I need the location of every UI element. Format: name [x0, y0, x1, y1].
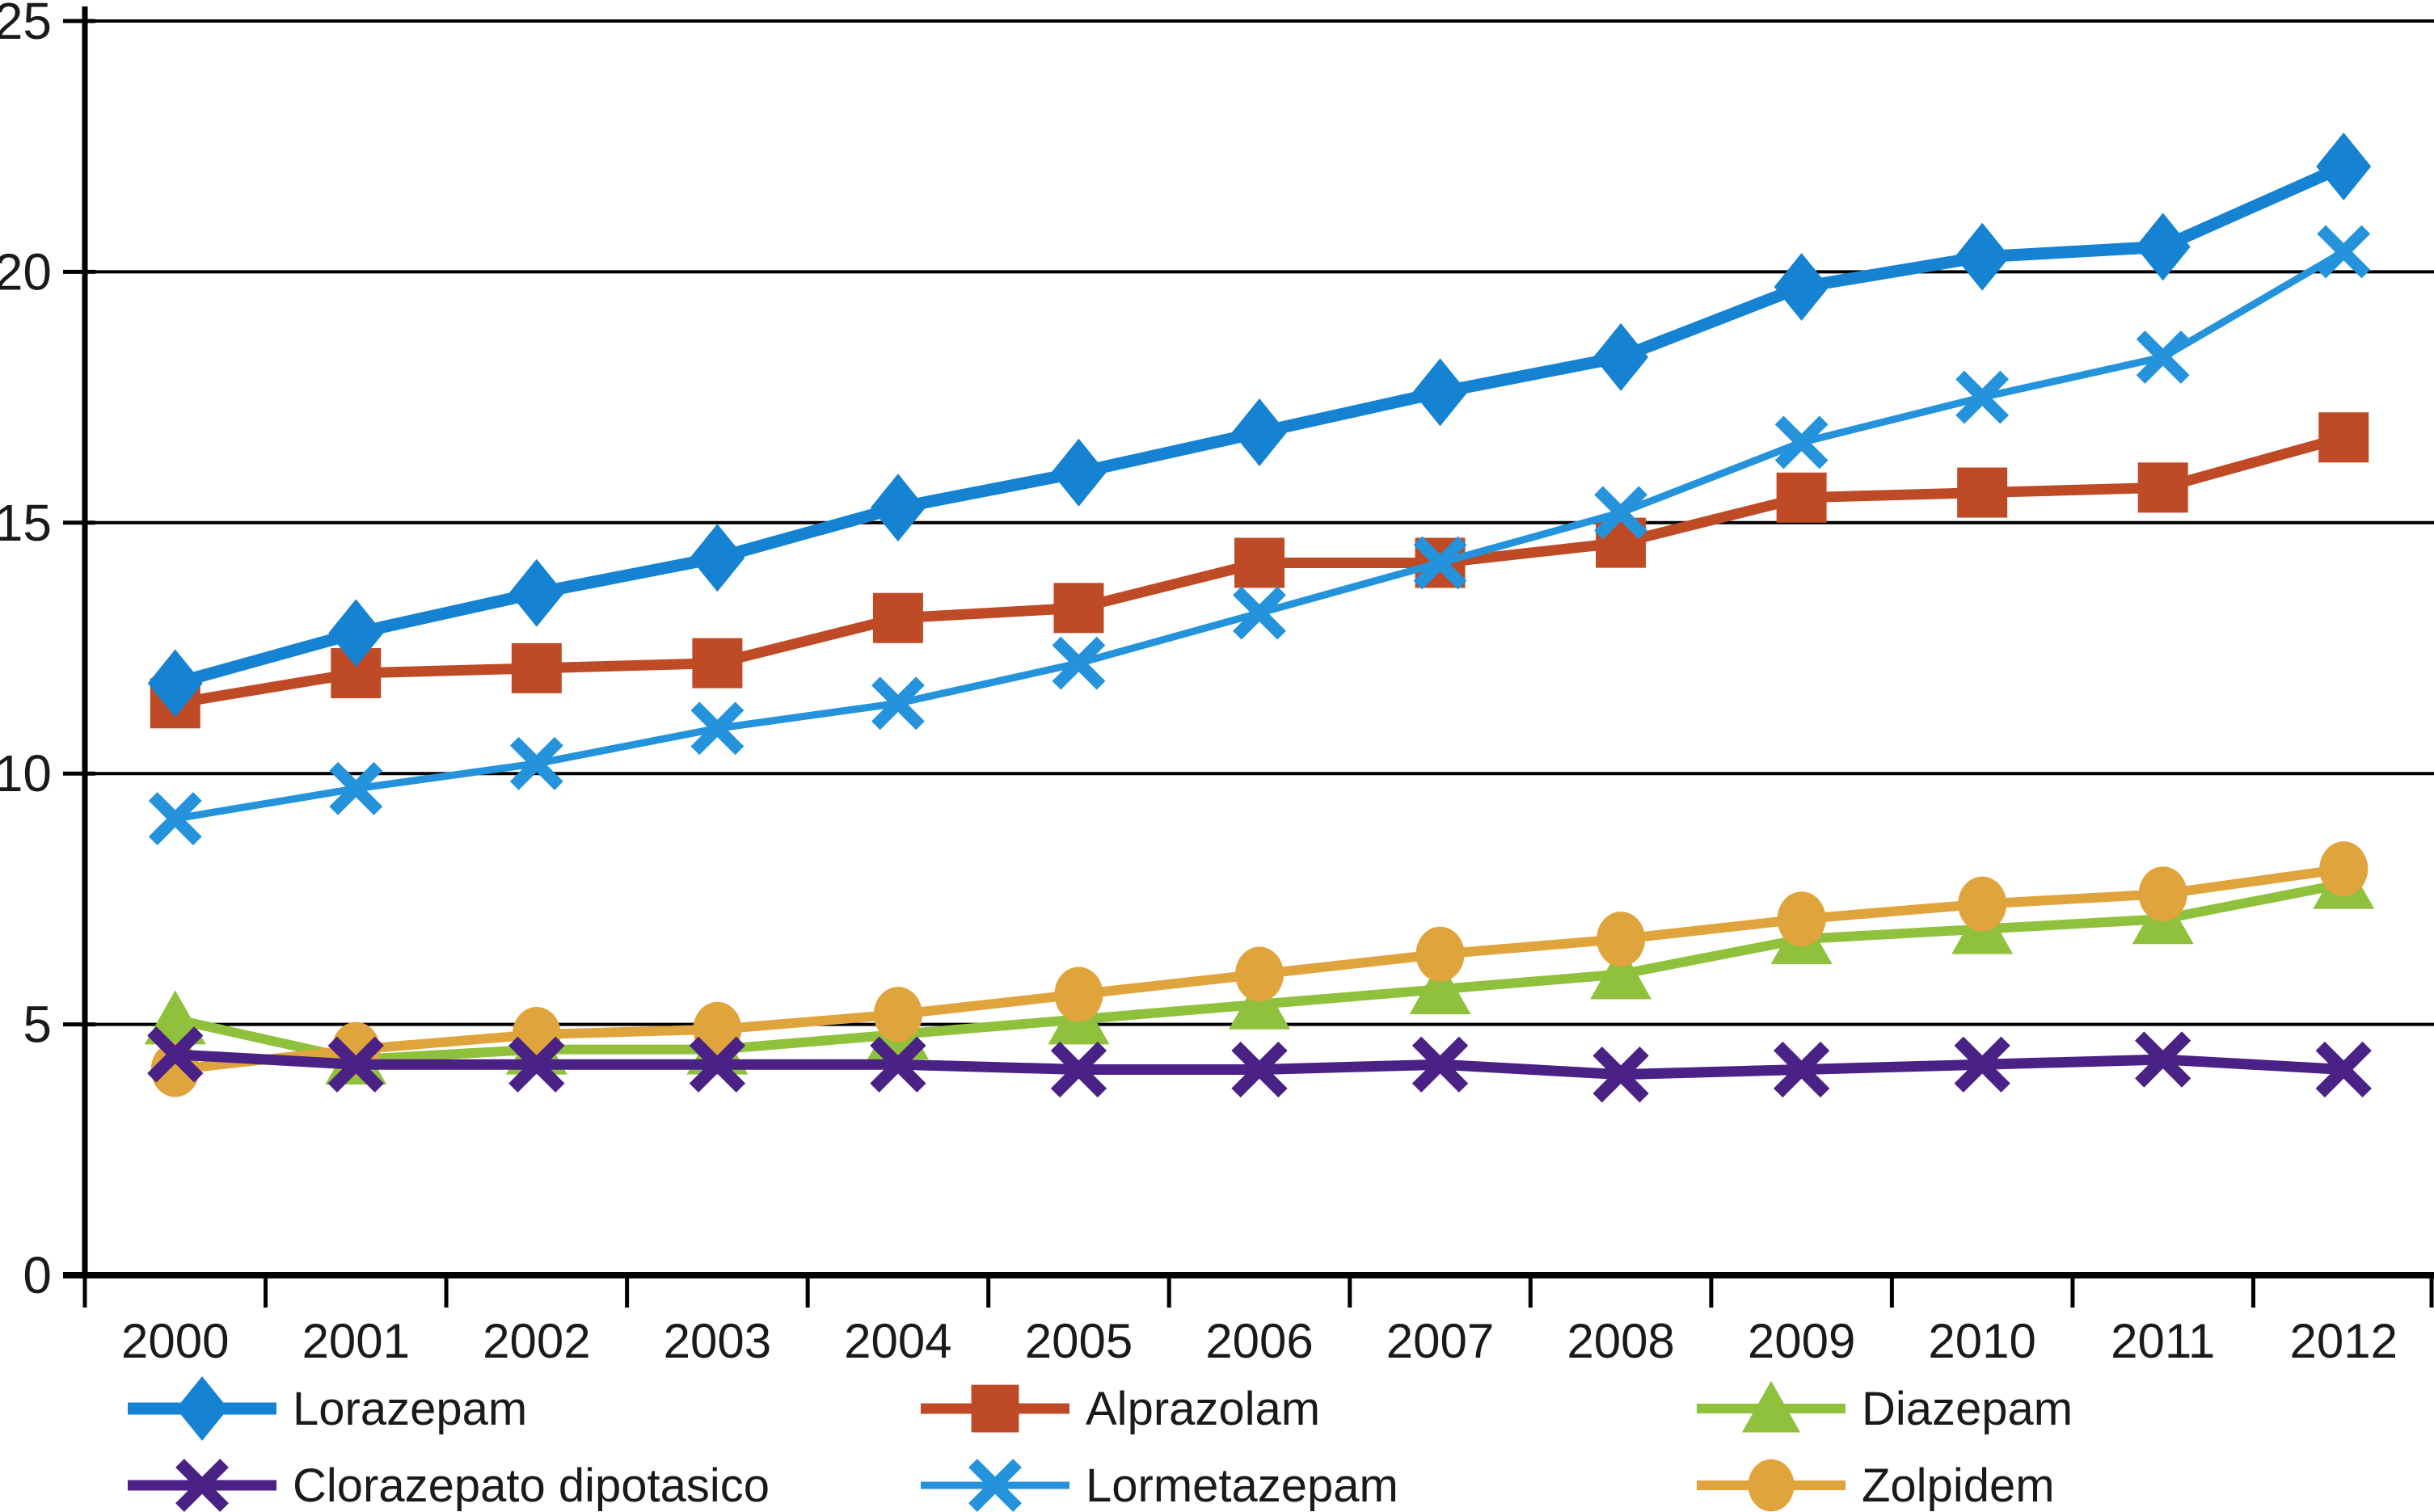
y-tick-label: 25 — [0, 0, 52, 50]
series-marker-x — [175, 1459, 229, 1512]
series-marker-x — [690, 701, 745, 756]
x-tick-label: 2000 — [121, 1314, 229, 1368]
series-marker-diamond — [870, 474, 926, 542]
series-marker-triangle — [1409, 960, 1471, 1015]
x-tick-label: 2001 — [302, 1314, 410, 1368]
series-marker-circle — [1958, 876, 2007, 932]
series-marker-diamond — [147, 649, 203, 718]
x-tick-label: 2003 — [664, 1314, 771, 1368]
series-marker-x — [327, 1036, 384, 1093]
legend-label: Zolpidem — [1862, 1459, 2055, 1512]
series-marker-x — [2315, 1041, 2372, 1098]
series-marker-x — [2136, 331, 2190, 384]
series-marker-square — [1053, 583, 1104, 634]
series-marker-square — [511, 642, 562, 693]
y-tick-label: 5 — [23, 996, 52, 1054]
series-marker-circle — [1777, 891, 1826, 947]
series-marker-x — [870, 1036, 926, 1093]
series-marker-x — [1231, 1041, 1288, 1098]
legend-label: Diazepam — [1862, 1383, 2073, 1435]
series-marker-x — [509, 736, 563, 790]
legend-label: Lormetazepam — [1086, 1459, 1398, 1512]
series-marker-diamond — [2135, 213, 2191, 281]
series-marker-diamond — [328, 599, 384, 668]
series-marker-triangle — [1229, 975, 1290, 1030]
series-marker-diamond — [1774, 253, 1829, 322]
series-marker-x — [2135, 1031, 2191, 1088]
series-marker-x — [1052, 636, 1106, 690]
series-marker-x — [1050, 1041, 1107, 1098]
series-marker-x — [1233, 586, 1286, 640]
legend-label: Clorazepato dipotasico — [293, 1459, 770, 1512]
series-marker-x — [968, 1459, 1022, 1512]
x-tick-label: 2011 — [2111, 1314, 2215, 1368]
series-marker-square — [1957, 467, 2008, 518]
series-marker-diamond — [508, 558, 564, 627]
series-marker-x — [148, 792, 202, 845]
x-tick-label: 2009 — [1748, 1314, 1855, 1368]
series-marker-diamond — [1051, 438, 1107, 507]
series-marker-square — [2137, 462, 2188, 513]
y-tick-label: 0 — [23, 1246, 52, 1304]
y-tick-label: 15 — [0, 494, 52, 552]
series-marker-diamond — [690, 524, 745, 592]
series-marker-circle — [1748, 1459, 1795, 1512]
series-marker-x — [1773, 1041, 1830, 1098]
series-marker-square — [692, 638, 743, 689]
series-marker-diamond — [1412, 358, 1468, 427]
x-tick-label: 2002 — [483, 1314, 590, 1368]
series-marker-circle — [873, 987, 922, 1042]
x-tick-label: 2007 — [1386, 1314, 1494, 1368]
x-tick-label: 2010 — [1928, 1314, 2035, 1368]
series-marker-x — [1955, 370, 2010, 424]
series-marker-circle — [693, 1001, 742, 1057]
series-marker-x — [329, 761, 383, 815]
series-marker-x — [1594, 486, 1648, 540]
series-marker-diamond — [175, 1376, 229, 1441]
series-marker-x — [1954, 1036, 2010, 1093]
series-marker-square — [1234, 537, 1284, 588]
series-marker-x — [689, 1036, 746, 1093]
y-tick-label: 20 — [0, 242, 52, 301]
series-marker-square — [971, 1384, 1019, 1433]
series-marker-square — [1776, 472, 1827, 523]
series-marker-circle — [1597, 912, 1646, 967]
x-tick-label: 2005 — [1025, 1314, 1133, 1368]
x-tick-label: 2012 — [2289, 1314, 2397, 1368]
series-marker-square — [2318, 412, 2369, 463]
series-marker-circle — [1235, 946, 1284, 1002]
series-marker-x — [508, 1036, 565, 1093]
series-line-lormetazepam — [175, 248, 2346, 823]
series-marker-square — [872, 592, 923, 643]
series-marker-x — [2317, 225, 2371, 279]
series-marker-diamond — [1955, 222, 2010, 291]
series-marker-x — [1411, 1036, 1469, 1093]
series-marker-diamond — [2316, 133, 2372, 201]
series-marker-x — [1592, 1047, 1649, 1103]
y-tick-label: 10 — [0, 744, 52, 802]
series-marker-x — [871, 676, 925, 731]
series-marker-triangle — [1590, 945, 1652, 1000]
series-marker-x — [1413, 536, 1467, 590]
series-marker-circle — [1054, 967, 1103, 1022]
series-marker-x — [147, 1026, 204, 1083]
series-marker-triangle — [1741, 1380, 1801, 1433]
series-marker-circle — [2319, 841, 2369, 897]
x-tick-label: 2008 — [1567, 1314, 1674, 1368]
series-marker-diamond — [1593, 322, 1649, 391]
series-marker-x — [1774, 415, 1829, 470]
legend-label: Alprazolam — [1086, 1383, 1320, 1435]
x-tick-label: 2004 — [844, 1314, 951, 1368]
series-marker-diamond — [1232, 398, 1287, 467]
series-marker-circle — [2138, 866, 2187, 922]
x-tick-label: 2006 — [1205, 1314, 1313, 1368]
series-marker-circle — [1415, 926, 1465, 982]
legend-label: Lorazepam — [293, 1383, 527, 1435]
